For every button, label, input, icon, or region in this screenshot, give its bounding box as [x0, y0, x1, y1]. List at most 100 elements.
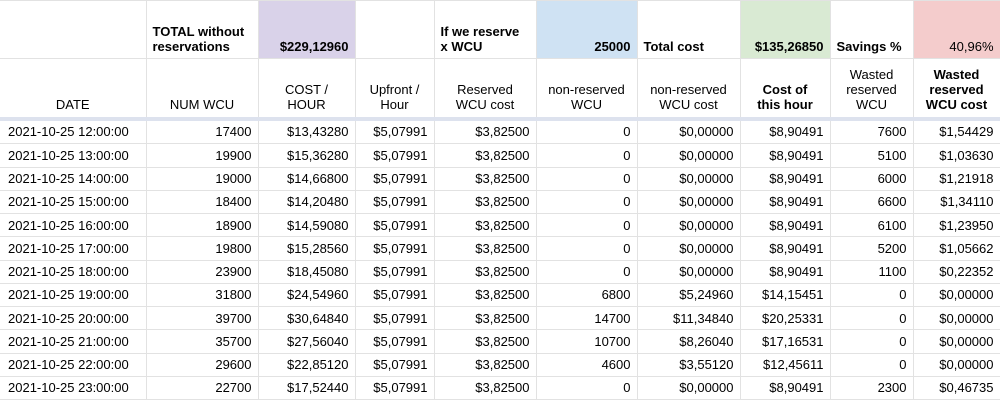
cell-upfront-hour[interactable]: $5,07991 [355, 329, 435, 354]
cell-wasted-reserved-wcu[interactable]: 0 [830, 329, 914, 354]
cell-reserved-wcu-cost[interactable]: $3,82500 [434, 329, 537, 354]
cell-date[interactable]: 2021-10-25 16:00:00 [0, 213, 147, 238]
cell-cost-of-this-hour[interactable]: $20,25331 [740, 306, 831, 331]
column-header-reserved-wcu-cost[interactable]: Reserved WCU cost [434, 58, 537, 121]
cell-non-reserved-wcu-cost[interactable]: $3,55120 [637, 353, 741, 377]
cell-wasted-reserved-wcu-cost[interactable]: $0,00000 [913, 306, 1000, 331]
cell-upfront-hour[interactable]: $5,07991 [355, 213, 435, 238]
cell-non-reserved-wcu[interactable]: 0 [536, 376, 638, 400]
cell-cost-of-this-hour[interactable]: $14,15451 [740, 283, 831, 308]
cell-wasted-reserved-wcu-cost[interactable]: $0,00000 [913, 283, 1000, 308]
cell-non-reserved-wcu-cost[interactable]: $0,00000 [637, 260, 741, 284]
cell-non-reserved-wcu[interactable]: 0 [536, 118, 638, 145]
cell-num-wcu[interactable]: 23900 [146, 260, 259, 284]
cell-upfront-hour[interactable]: $5,07991 [355, 167, 435, 191]
cell-cost-of-this-hour[interactable]: $8,90491 [740, 213, 831, 238]
cell-date[interactable]: 2021-10-25 15:00:00 [0, 190, 147, 215]
cell-num-wcu[interactable]: 18400 [146, 190, 259, 215]
column-header-cost-hour[interactable]: COST / HOUR [258, 58, 356, 121]
cell-cost-of-this-hour[interactable]: $17,16531 [740, 329, 831, 354]
cell-non-reserved-wcu-cost[interactable]: $0,00000 [637, 143, 741, 168]
cell-non-reserved-wcu[interactable]: 6800 [536, 283, 638, 308]
cell-cost-hour[interactable]: $30,64840 [258, 306, 356, 331]
summary-cell-total-cost-label[interactable]: Total cost [637, 0, 741, 59]
cell-reserved-wcu-cost[interactable]: $3,82500 [434, 260, 537, 284]
cell-reserved-wcu-cost[interactable]: $3,82500 [434, 283, 537, 308]
cell-cost-hour[interactable]: $13,43280 [258, 118, 356, 145]
cell-cost-of-this-hour[interactable]: $8,90491 [740, 236, 831, 261]
cell-cost-hour[interactable]: $14,59080 [258, 213, 356, 238]
cell-upfront-hour[interactable]: $5,07991 [355, 190, 435, 215]
cell-non-reserved-wcu-cost[interactable]: $0,00000 [637, 213, 741, 238]
cell-upfront-hour[interactable]: $5,07991 [355, 260, 435, 284]
cell-num-wcu[interactable]: 18900 [146, 213, 259, 238]
cell-non-reserved-wcu[interactable]: 0 [536, 236, 638, 261]
cell-cost-of-this-hour[interactable]: $8,90491 [740, 260, 831, 284]
cell-reserved-wcu-cost[interactable]: $3,82500 [434, 213, 537, 238]
cell-num-wcu[interactable]: 22700 [146, 376, 259, 400]
cell-cost-of-this-hour[interactable]: $8,90491 [740, 143, 831, 168]
cell-non-reserved-wcu-cost[interactable]: $0,00000 [637, 190, 741, 215]
cell-wasted-reserved-wcu[interactable]: 6100 [830, 213, 914, 238]
cell-cost-hour[interactable]: $15,28560 [258, 236, 356, 261]
cell-cost-hour[interactable]: $15,36280 [258, 143, 356, 168]
cell-cost-hour[interactable]: $14,66800 [258, 167, 356, 191]
cell-cost-hour[interactable]: $17,52440 [258, 376, 356, 400]
summary-cell-total-cost-value[interactable]: $135,26850 [740, 0, 831, 59]
column-header-non-reserved-wcu[interactable]: non-reserved WCU [536, 58, 638, 121]
cell-num-wcu[interactable]: 35700 [146, 329, 259, 354]
cell-upfront-hour[interactable]: $5,07991 [355, 143, 435, 168]
cell-cost-of-this-hour[interactable]: $8,90491 [740, 376, 831, 400]
cell-reserved-wcu-cost[interactable]: $3,82500 [434, 118, 537, 145]
summary-cell-savings-percent-value[interactable]: 40,96% [913, 0, 1000, 59]
column-header-wasted-reserved-wcu-cost[interactable]: Wasted reserved WCU cost [913, 58, 1000, 121]
cell-cost-of-this-hour[interactable]: $8,90491 [740, 118, 831, 145]
cell-wasted-reserved-wcu-cost[interactable]: $1,34110 [913, 190, 1000, 215]
column-header-upfront-hour[interactable]: Upfront / Hour [355, 58, 435, 121]
cell-non-reserved-wcu[interactable]: 14700 [536, 306, 638, 331]
cell-date[interactable]: 2021-10-25 12:00:00 [0, 118, 147, 145]
cell-date[interactable]: 2021-10-25 23:00:00 [0, 376, 147, 400]
cell-date[interactable]: 2021-10-25 22:00:00 [0, 353, 147, 377]
cell-wasted-reserved-wcu-cost[interactable]: $1,54429 [913, 118, 1000, 145]
cell-date[interactable]: 2021-10-25 13:00:00 [0, 143, 147, 168]
cell-num-wcu[interactable]: 31800 [146, 283, 259, 308]
cell-cost-hour[interactable]: $18,45080 [258, 260, 356, 284]
cell-cost-hour[interactable]: $22,85120 [258, 353, 356, 377]
column-header-cost-of-this-hour[interactable]: Cost of this hour [740, 58, 831, 121]
cell-reserved-wcu-cost[interactable]: $3,82500 [434, 306, 537, 331]
cell-cost-of-this-hour[interactable]: $8,90491 [740, 190, 831, 215]
cell-reserved-wcu-cost[interactable]: $3,82500 [434, 353, 537, 377]
cell-non-reserved-wcu[interactable]: 0 [536, 167, 638, 191]
summary-cell-if-we-reserve-label[interactable]: If we reserve x WCU [434, 0, 537, 59]
cell-non-reserved-wcu-cost[interactable]: $0,00000 [637, 236, 741, 261]
cell-date[interactable]: 2021-10-25 18:00:00 [0, 260, 147, 284]
summary-cell-reserved-wcu-value[interactable]: 25000 [536, 0, 638, 59]
cell-wasted-reserved-wcu[interactable]: 0 [830, 283, 914, 308]
cell-num-wcu[interactable]: 29600 [146, 353, 259, 377]
cell-date[interactable]: 2021-10-25 21:00:00 [0, 329, 147, 354]
cell-wasted-reserved-wcu-cost[interactable]: $0,00000 [913, 353, 1000, 377]
summary-cell-total-without-reservations-value[interactable]: $229,12960 [258, 0, 356, 59]
cell-upfront-hour[interactable]: $5,07991 [355, 236, 435, 261]
summary-cell-empty-a1[interactable] [0, 0, 147, 59]
cell-non-reserved-wcu-cost[interactable]: $0,00000 [637, 118, 741, 145]
cell-wasted-reserved-wcu-cost[interactable]: $1,21918 [913, 167, 1000, 191]
cell-wasted-reserved-wcu-cost[interactable]: $0,46735 [913, 376, 1000, 400]
cell-non-reserved-wcu-cost[interactable]: $0,00000 [637, 376, 741, 400]
column-header-non-reserved-wcu-cost[interactable]: non-reserved WCU cost [637, 58, 741, 121]
cell-wasted-reserved-wcu[interactable]: 0 [830, 306, 914, 331]
cell-wasted-reserved-wcu[interactable]: 5100 [830, 143, 914, 168]
cell-date[interactable]: 2021-10-25 17:00:00 [0, 236, 147, 261]
column-header-num-wcu[interactable]: NUM WCU [146, 58, 259, 121]
cell-date[interactable]: 2021-10-25 14:00:00 [0, 167, 147, 191]
cell-upfront-hour[interactable]: $5,07991 [355, 376, 435, 400]
cell-non-reserved-wcu-cost[interactable]: $11,34840 [637, 306, 741, 331]
cell-upfront-hour[interactable]: $5,07991 [355, 306, 435, 331]
cell-reserved-wcu-cost[interactable]: $3,82500 [434, 376, 537, 400]
cell-cost-of-this-hour[interactable]: $8,90491 [740, 167, 831, 191]
cell-wasted-reserved-wcu-cost[interactable]: $1,05662 [913, 236, 1000, 261]
cell-cost-hour[interactable]: $27,56040 [258, 329, 356, 354]
cell-wasted-reserved-wcu-cost[interactable]: $0,00000 [913, 329, 1000, 354]
cell-non-reserved-wcu[interactable]: 0 [536, 190, 638, 215]
